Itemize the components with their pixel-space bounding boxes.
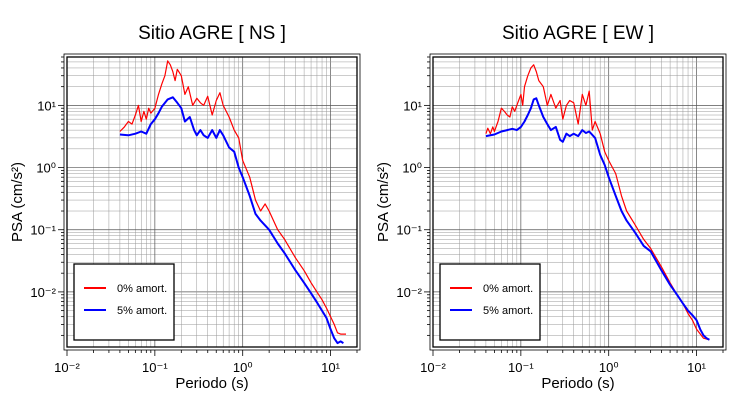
plot-frame	[432, 56, 724, 348]
y-tick-label: 10⁻¹	[30, 223, 56, 238]
y-tick-label: 10¹	[37, 98, 56, 113]
legend-label: 5% amort.	[483, 305, 533, 317]
x-tick-label: 10⁻¹	[508, 360, 534, 375]
y-tick-label: 10⁻²	[396, 285, 422, 300]
y-tick-label: 10¹	[403, 98, 422, 113]
y-axis-label: PSA (cm/s²)	[375, 162, 392, 242]
legend-label: 0% amort.	[117, 283, 167, 295]
plot-frame-outer	[63, 53, 361, 351]
series-line-red	[119, 60, 346, 335]
x-tick-label: 10⁻²	[420, 360, 446, 375]
y-tick-label: 10⁻¹	[396, 223, 422, 238]
series-line-red	[485, 64, 710, 341]
y-tick-label: 10⁻²	[30, 285, 56, 300]
x-tick-label: 10⁰	[599, 360, 619, 375]
legend-label: 5% amort.	[117, 305, 167, 317]
ticks	[58, 56, 358, 356]
chart-title: Sitio AGRE [ NS ]	[138, 23, 286, 44]
series-line-blue	[485, 97, 710, 341]
series-line-blue	[119, 96, 344, 345]
x-tick-label: 10⁰	[233, 360, 253, 375]
legend-box	[73, 263, 175, 341]
series	[485, 64, 710, 341]
series	[119, 60, 346, 345]
legend: 0% amort. 5% amort.	[73, 263, 175, 341]
x-tick-label: 10⁻¹	[142, 360, 168, 375]
y-tick-label: 10⁰	[402, 161, 422, 176]
x-tick-label: 10¹	[687, 360, 706, 375]
chart-panel-2: Sitio AGRE [ EW ] 10⁻² 10⁻¹ 10⁰ 10¹ 10⁻² 10⁻¹ 1…	[375, 23, 727, 392]
legend-box	[439, 263, 541, 341]
x-tick-label: 10¹	[321, 360, 340, 375]
plot-frame-outer	[429, 53, 727, 351]
y-tick-label: 10⁰	[36, 161, 56, 176]
legend: 0% amort. 5% amort.	[439, 263, 541, 341]
x-axis-label: Periodo (s)	[541, 375, 614, 392]
ticks	[424, 56, 724, 356]
x-axis-label: Periodo (s)	[175, 375, 248, 392]
x-tick-label: 10⁻²	[54, 360, 80, 375]
y-axis-label: PSA (cm/s²)	[9, 162, 26, 242]
chart-title: Sitio AGRE [ EW ]	[502, 23, 654, 44]
chart-panel-1: Sitio AGRE [ NS ] 10⁻² 10⁻¹ 10⁰ 10¹ 10⁻² 10⁻¹ 1…	[9, 23, 361, 392]
plot-frame	[66, 56, 358, 348]
legend-label: 0% amort.	[483, 283, 533, 295]
